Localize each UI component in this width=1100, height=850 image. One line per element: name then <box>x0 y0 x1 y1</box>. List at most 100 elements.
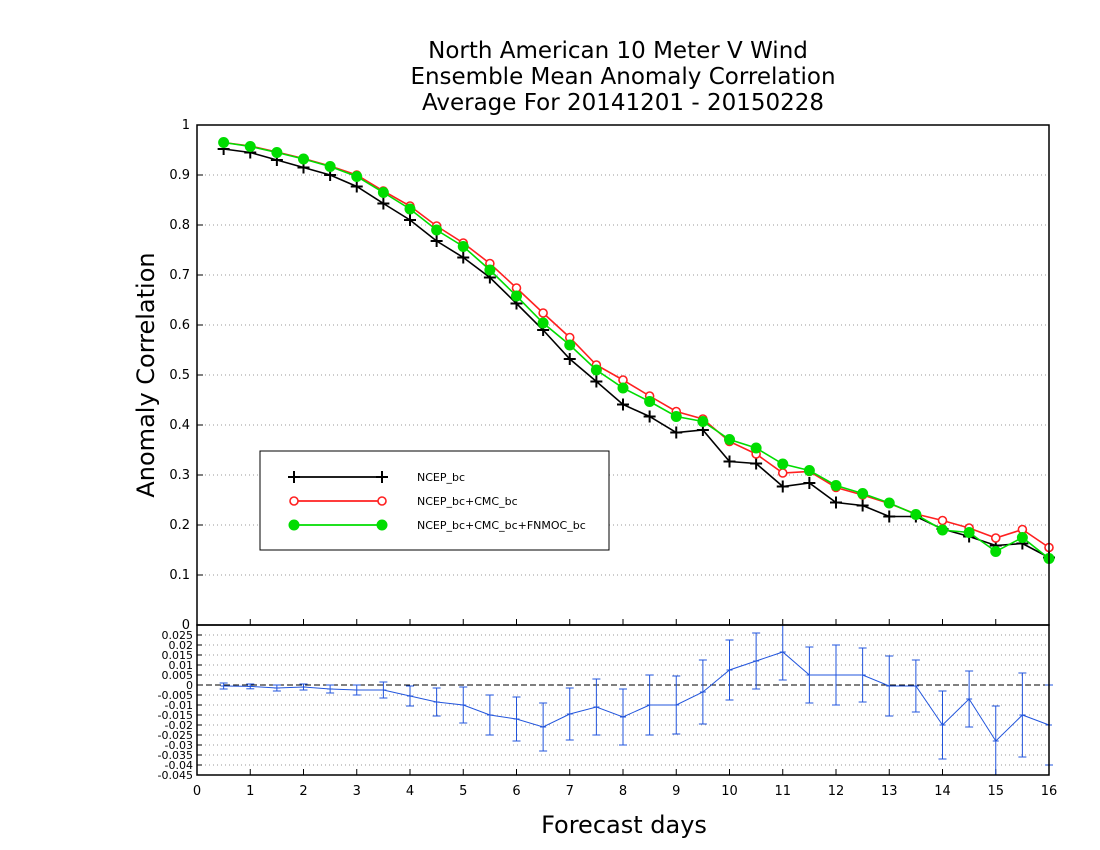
error-bar <box>299 683 308 691</box>
error-bar <box>512 696 521 742</box>
x-tick-label: 16 <box>1041 784 1058 799</box>
legend-entry-2: NCEP_bc+CMC_bc+FNMOC_bc <box>288 519 586 532</box>
data-point <box>776 480 789 493</box>
data-point <box>670 426 683 439</box>
data-point <box>750 457 763 470</box>
data-point <box>430 235 443 247</box>
data-point <box>404 214 416 226</box>
data-point <box>563 353 576 365</box>
error-bar <box>965 670 974 728</box>
upper-y-tick-label: 0.7 <box>169 268 190 283</box>
data-point <box>457 251 470 264</box>
legend-entry-1: NCEP_bc+CMC_bc <box>289 495 518 508</box>
chart-title: North American 10 Meter V Wind Ensemble … <box>410 38 835 116</box>
x-tick-label: 15 <box>987 784 1004 799</box>
error-bar <box>645 674 654 736</box>
upper-y-tick-label: 1 <box>182 118 190 133</box>
legend-marker <box>376 519 388 531</box>
error-bar <box>698 659 707 725</box>
lower-gridlines <box>197 634 1049 766</box>
lower-y-tick-label: 0.005 <box>162 669 194 682</box>
error-bar <box>379 681 388 699</box>
error-bar <box>219 682 228 690</box>
upper-y-tick-label: 0.1 <box>169 568 190 583</box>
data-point <box>511 290 522 302</box>
error-bar <box>938 690 947 760</box>
lower-y-axis: -0.045-0.04-0.035-0.03-0.025-0.02-0.015-… <box>158 629 202 782</box>
data-point <box>857 488 869 499</box>
legend-label: NCEP_bc+CMC_bc+FNMOC_bc <box>417 519 586 532</box>
legend-marker <box>288 471 300 483</box>
x-axis-label: Forecast days <box>541 811 707 839</box>
title-line-2: Ensemble Mean Anomaly Correlation <box>410 64 835 90</box>
data-point <box>457 241 469 252</box>
upper-y-axis: 0 0.1 0.2 0.3 0.4 0.5 0.6 0.7 0.8 0.9 1 <box>169 118 203 633</box>
error-bar <box>326 684 335 694</box>
error-bar <box>352 684 361 696</box>
data-point <box>670 411 682 422</box>
lower-y-tick-label: 0.02 <box>169 639 194 652</box>
title-line-1: North American 10 Meter V Wind <box>428 38 808 64</box>
upper-y-tick-label: 0.2 <box>169 518 190 533</box>
data-point <box>431 224 443 236</box>
data-point <box>377 187 389 198</box>
legend-entry-0: NCEP_bc <box>288 471 465 484</box>
error-bar <box>619 688 627 746</box>
data-point <box>404 203 416 215</box>
lower-y-tick-label: 0.015 <box>162 649 194 662</box>
lower-y-tick-label: 0.025 <box>162 629 194 642</box>
lower-y-tick-label: -0.035 <box>158 749 193 762</box>
error-bar <box>778 624 787 681</box>
data-point <box>324 161 336 172</box>
x-tick-label: 9 <box>672 784 680 799</box>
error-bar <box>991 705 1000 776</box>
data-point <box>910 509 922 520</box>
data-point <box>990 546 1002 557</box>
data-point <box>750 442 762 454</box>
x-tick-label: 1 <box>246 784 254 799</box>
title-line-3: Average For 20141201 - 20150228 <box>422 90 824 116</box>
lower-y-tick-label: -0.03 <box>165 739 193 752</box>
error-bar <box>885 655 894 717</box>
data-point <box>724 434 735 445</box>
upper-y-tick-label: 0 <box>182 618 190 633</box>
data-point <box>271 147 283 158</box>
data-point <box>777 468 788 478</box>
x-axis: 0 1 2 3 4 5 6 7 8 9 10 11 12 13 14 15 16 <box>193 619 1057 799</box>
data-point <box>377 197 390 210</box>
upper-y-tick-label: 0.3 <box>169 468 190 483</box>
data-point <box>590 364 602 376</box>
data-point <box>644 396 656 407</box>
data-point <box>244 141 256 152</box>
lower-y-tick-label: -0.04 <box>165 759 193 772</box>
data-point <box>538 308 548 318</box>
error-bar <box>539 702 548 752</box>
data-point <box>1016 532 1028 543</box>
lower-y-tick-label: -0.015 <box>158 709 193 722</box>
legend-marker <box>289 496 299 506</box>
data-point <box>298 153 309 165</box>
upper-y-tick-label: 0.9 <box>169 168 190 183</box>
error-bar <box>485 694 494 736</box>
series-layer <box>217 137 1055 564</box>
x-tick-label: 2 <box>299 784 307 799</box>
error-bar <box>272 684 281 692</box>
error-bar <box>752 632 761 690</box>
x-tick-label: 4 <box>406 784 414 799</box>
data-point <box>937 524 948 536</box>
data-point <box>643 410 656 423</box>
legend-marker <box>377 496 387 506</box>
data-point <box>803 465 815 476</box>
data-point <box>723 455 736 468</box>
upper-y-tick-label: 0.6 <box>169 318 190 333</box>
lower-y-tick-label: -0.025 <box>158 729 193 742</box>
data-point <box>830 480 842 491</box>
data-point <box>856 499 869 512</box>
legend-marker <box>376 471 388 483</box>
difference-series <box>219 624 1053 776</box>
error-bar <box>725 639 734 701</box>
lower-y-tick-label: 0.01 <box>169 659 194 672</box>
data-point <box>697 416 709 427</box>
error-bar <box>832 644 840 706</box>
